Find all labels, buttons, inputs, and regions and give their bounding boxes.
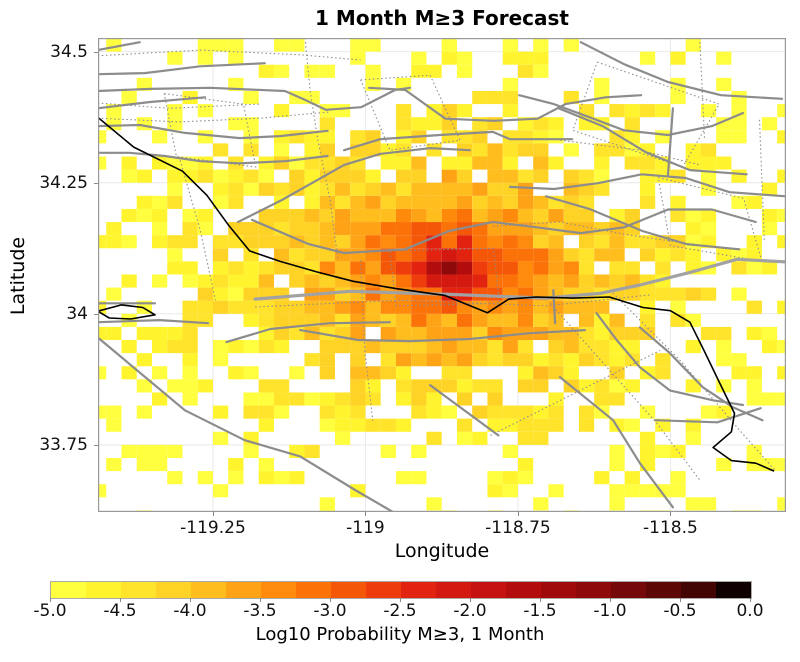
- colorbar-tick-label: -2.0: [453, 601, 487, 621]
- colorbar-tick-label: -2.5: [383, 601, 417, 621]
- colorbar-tick-label: -3.0: [313, 601, 347, 621]
- plot-frame: [98, 38, 786, 512]
- colorbar-segment: [156, 582, 191, 598]
- colorbar-label: Log10 Probability M≥3, 1 Month: [255, 624, 545, 645]
- colorbar-tick-label: -5.0: [33, 601, 67, 621]
- y-tick-label: 34: [66, 303, 88, 324]
- colorbar-tick-mark: [680, 598, 681, 602]
- y-tick-label: 33.75: [39, 434, 88, 455]
- x-tick-mark: [365, 512, 367, 516]
- colorbar-tick-mark: [50, 598, 51, 602]
- colorbar-tick-mark: [120, 598, 121, 602]
- colorbar-segment: [86, 582, 121, 598]
- x-tick-label: -118.75: [485, 518, 551, 538]
- colorbar-tick-label: -4.5: [103, 601, 137, 621]
- colorbar-segment: [716, 582, 751, 598]
- x-tick-label: -119.25: [180, 518, 246, 538]
- y-tick-mark: [94, 444, 98, 446]
- colorbar-segment: [331, 582, 366, 598]
- colorbar-tick-label: -1.5: [523, 601, 557, 621]
- colorbar-tick-label: -4.0: [173, 601, 207, 621]
- colorbar-segment: [436, 582, 471, 598]
- map-plot-area: [98, 38, 786, 512]
- colorbar-segment: [121, 582, 156, 598]
- x-axis-label: Longitude: [394, 540, 490, 562]
- colorbar-gradient: [50, 581, 752, 599]
- coastline: [98, 116, 775, 472]
- colorbar-segment: [681, 582, 716, 598]
- colorbar-tick-label: -0.5: [663, 601, 697, 621]
- y-tick-mark: [94, 51, 98, 53]
- x-tick-mark: [517, 512, 519, 516]
- fault-lines-layer: [98, 41, 786, 512]
- colorbar-tick-mark: [330, 598, 331, 602]
- colorbar-tick-mark: [470, 598, 471, 602]
- y-axis-label: Latitude: [7, 236, 29, 316]
- forecast-heatmap: [98, 38, 786, 512]
- colorbar-tick-mark: [260, 598, 261, 602]
- colorbar-tick-mark: [540, 598, 541, 602]
- y-tick-label: 34.5: [50, 41, 88, 62]
- y-tick-label: 34.25: [39, 172, 88, 193]
- colorbar-tick-mark: [190, 598, 191, 602]
- colorbar-segment: [366, 582, 401, 598]
- colorbar-segment: [646, 582, 681, 598]
- colorbar-segment: [261, 582, 296, 598]
- colorbar-segment: [226, 582, 261, 598]
- y-tick-mark: [94, 313, 98, 315]
- colorbar-tick-mark: [610, 598, 611, 602]
- colorbar-tick-label: 0.0: [736, 601, 764, 621]
- colorbar-segment: [471, 582, 506, 598]
- x-tick-mark: [212, 512, 214, 516]
- colorbar-segment: [296, 582, 331, 598]
- colorbar-segment: [576, 582, 611, 598]
- colorbar-tick-mark: [400, 598, 401, 602]
- colorbar-tick-mark: [750, 598, 751, 602]
- colorbar-segment: [401, 582, 436, 598]
- colorbar-tick-label: -3.5: [243, 601, 277, 621]
- y-tick-mark: [94, 182, 98, 184]
- colorbar-segment: [191, 582, 226, 598]
- chart-title: 1 Month M≥3 Forecast: [315, 6, 569, 30]
- colorbar-segment: [51, 582, 86, 598]
- colorbar-segment: [541, 582, 576, 598]
- colorbar-segment: [611, 582, 646, 598]
- colorbar-segment: [506, 582, 541, 598]
- x-tick-label: -118.5: [643, 518, 698, 538]
- x-tick-mark: [670, 512, 672, 516]
- x-tick-label: -119: [346, 518, 385, 538]
- colorbar-tick-label: -1.0: [593, 601, 627, 621]
